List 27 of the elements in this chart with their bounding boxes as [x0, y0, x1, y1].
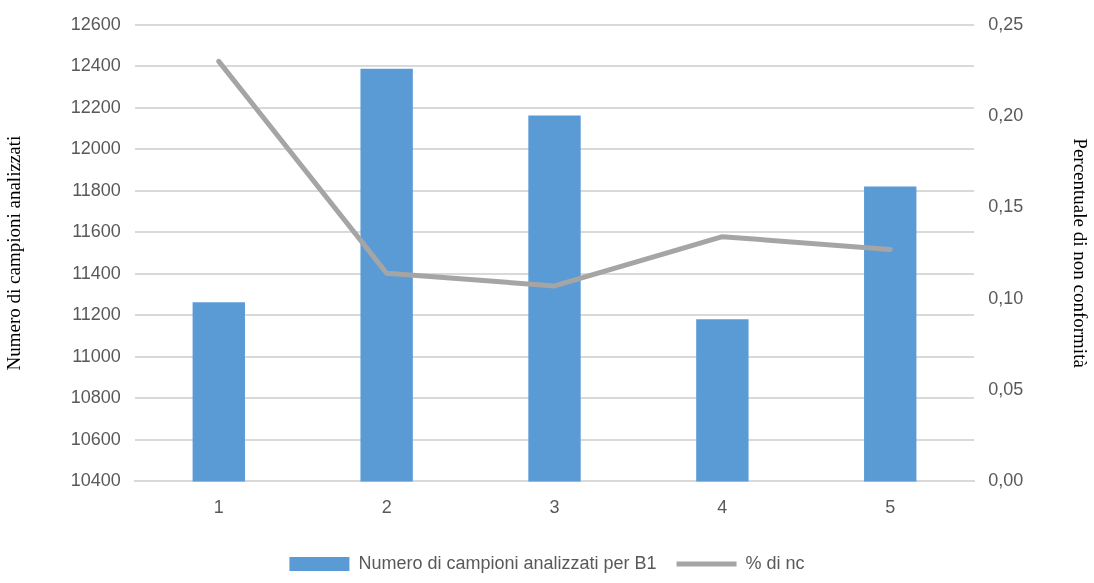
y-tick-label: 11800	[72, 179, 121, 200]
x-tick-label: 3	[549, 497, 560, 518]
y2-tick-label: 0,10	[988, 287, 1024, 308]
y-tick-label: 11400	[72, 262, 121, 283]
x-tick-label: 5	[885, 497, 896, 518]
legend-label: % di nc	[745, 552, 805, 573]
y-tick-label: 11000	[72, 345, 121, 366]
y-tick-label: 10400	[70, 470, 121, 491]
y-tick-label: 11600	[72, 221, 121, 242]
y-tick-label: 12600	[70, 13, 121, 34]
y2-axis-title: Percentuale di non conformità	[1069, 138, 1091, 369]
y-tick-label: 12200	[70, 96, 121, 117]
y2-tick-label: 0,15	[988, 196, 1024, 217]
y-tick-label: 10600	[70, 428, 121, 449]
y2-tick-label: 0,05	[988, 379, 1024, 400]
x-tick-label: 2	[381, 497, 392, 518]
y-axis-title: Numero di campioni analizzati	[3, 135, 25, 371]
legend-label: Numero di campioni analizzati per B1	[358, 552, 657, 573]
x-tick-label: 1	[213, 497, 224, 518]
y-tick-label: 12000	[70, 138, 121, 159]
y2-tick-label: 0,00	[988, 470, 1024, 491]
y-tick-label: 12400	[70, 55, 121, 76]
x-tick-label: 4	[717, 497, 728, 518]
y2-tick-label: 0,25	[988, 13, 1024, 34]
y2-tick-label: 0,20	[988, 105, 1024, 126]
y-tick-label: 11200	[72, 304, 121, 325]
y-tick-label: 10800	[70, 387, 121, 408]
